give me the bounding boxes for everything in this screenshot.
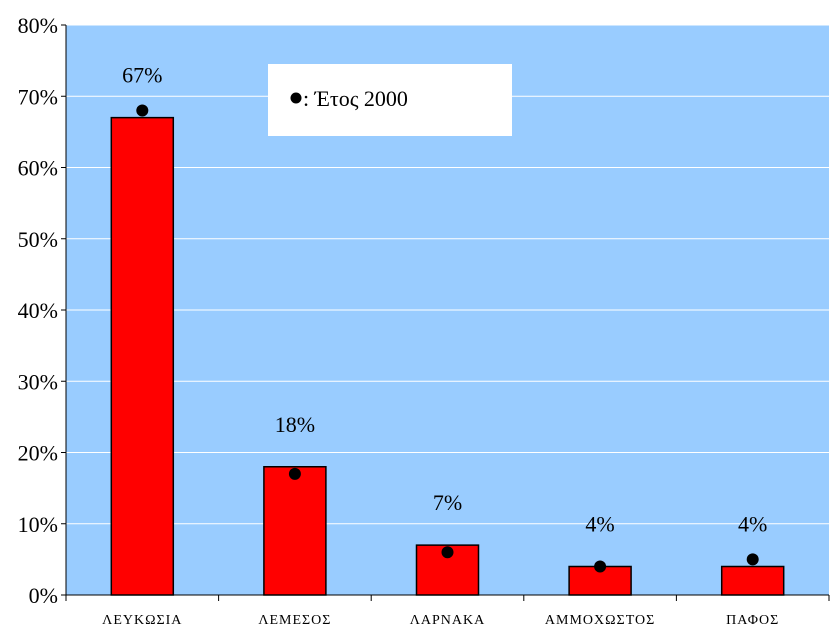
y-tick-label: 70%	[18, 84, 58, 109]
x-tick-label: ΠΑΦΟΣ	[726, 613, 779, 628]
x-tick-label: ΛΕΜΕΣΟΣ	[258, 613, 331, 628]
y-tick-label: 40%	[18, 298, 58, 323]
bar	[110, 116, 175, 596]
year-2000-marker	[594, 560, 607, 573]
data-label: 4%	[585, 512, 614, 537]
year-2000-markers	[136, 104, 759, 573]
y-tick-label: 50%	[18, 227, 58, 252]
y-tick-label: 30%	[18, 369, 58, 394]
legend-dot-icon	[290, 92, 302, 104]
y-tick-label: 60%	[18, 156, 58, 181]
data-labels: 67% 18% 7% 4% 4%	[122, 63, 767, 537]
y-tick-label: 20%	[18, 441, 58, 466]
data-label: 4%	[738, 512, 767, 537]
data-label: 67%	[122, 63, 162, 88]
x-tick-label: ΛΕΥΚΩΣΙΑ	[102, 613, 182, 628]
bars	[110, 116, 785, 596]
y-tick-label: 0%	[29, 583, 58, 608]
year-2000-marker	[746, 553, 759, 566]
data-label: 18%	[275, 412, 315, 437]
data-label: 7%	[433, 490, 462, 515]
y-tick-labels: 0% 10% 20% 30% 40% 50% 60% 70% 80%	[18, 13, 58, 608]
x-tick-label: ΑΜΜΟΧΩΣΤΟΣ	[545, 613, 655, 628]
axes	[61, 24, 830, 601]
y-tick-label: 80%	[18, 13, 58, 38]
gridlines	[66, 24, 829, 525]
legend-label: : Έτος 2000	[303, 86, 408, 111]
bar	[720, 565, 785, 596]
legend-box	[268, 64, 512, 136]
y-tick-label: 10%	[18, 512, 58, 537]
year-2000-marker	[288, 467, 301, 480]
year-2000-marker	[136, 104, 149, 117]
legend: : Έτος 2000	[268, 64, 512, 136]
x-tick-label: ΛΑΡΝΑΚΑ	[410, 613, 486, 628]
year-2000-marker	[441, 546, 454, 559]
bar	[263, 466, 327, 596]
x-tick-labels: ΛΕΥΚΩΣΙΑ ΛΕΜΕΣΟΣ ΛΑΡΝΑΚΑ ΑΜΜΟΧΩΣΤΟΣ ΠΑΦΟΣ	[102, 613, 779, 628]
